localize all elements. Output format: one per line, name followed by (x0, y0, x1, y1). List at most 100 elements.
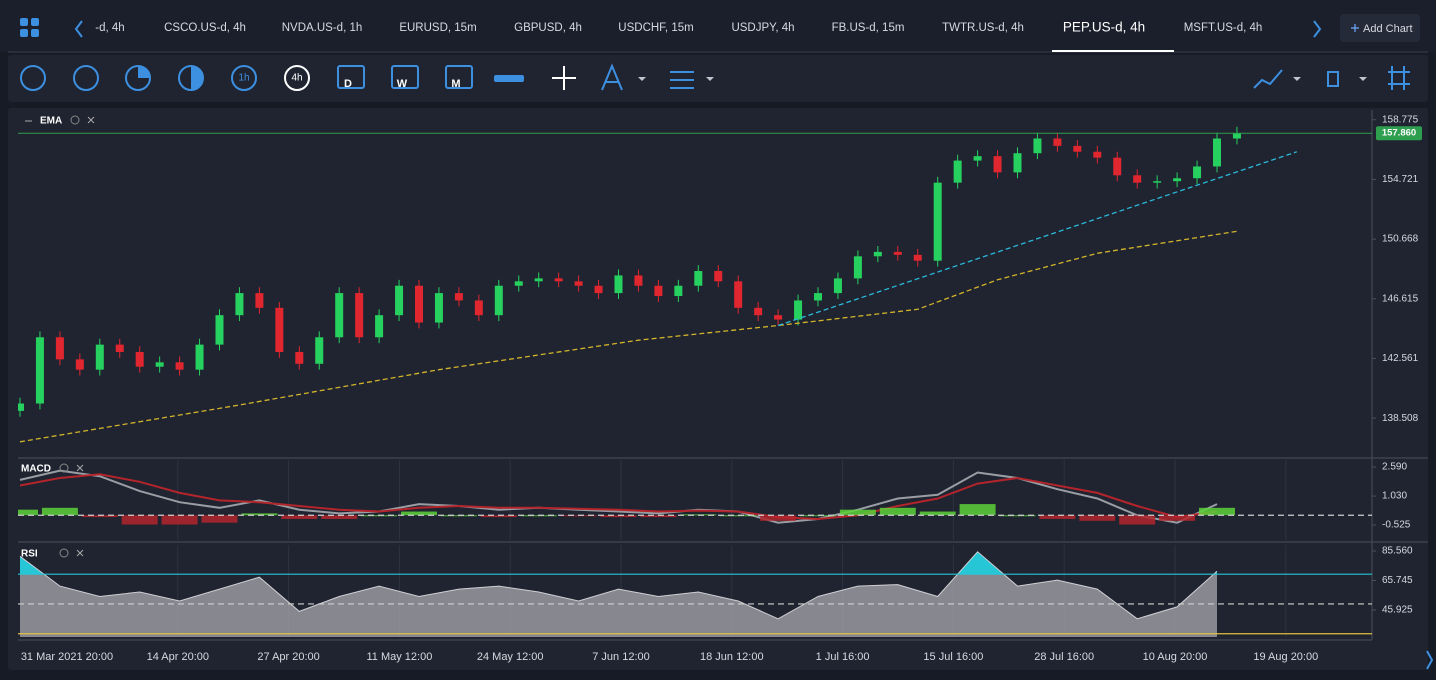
tool-draw[interactable] (601, 63, 623, 91)
tab-label[interactable]: MSFT.US-d, 4h (1184, 22, 1263, 34)
tab-label[interactable]: USDJPY, 4h (731, 22, 794, 34)
candle-body (415, 285, 423, 323)
histogram-bar (760, 515, 797, 521)
tool-range[interactable] (494, 75, 524, 82)
candle-body (215, 315, 224, 345)
x-tick-label: 28 Jul 16:00 (1034, 651, 1094, 663)
menu-button[interactable] (20, 18, 39, 37)
plot (18, 469, 1235, 525)
y-tick-label: 150.668 (1382, 234, 1419, 245)
tool-crosshair[interactable] (552, 66, 576, 90)
y-tick-label: 45.925 (1382, 605, 1413, 616)
indicator-title: EMA (40, 116, 62, 127)
histogram-bar (1039, 515, 1076, 519)
candle-body (355, 293, 364, 338)
candle-body (774, 315, 783, 320)
histogram-bar (1199, 507, 1235, 516)
x-tick-label: 14 Apr 20:00 (147, 651, 209, 663)
candle-body (973, 156, 982, 161)
candle-body (55, 337, 64, 360)
tool-1h[interactable] (231, 65, 257, 91)
histogram-bar (640, 515, 677, 518)
candle-body (514, 281, 523, 286)
candle-body (135, 351, 144, 367)
x-tick-label: 31 Mar 2021 20:00 (21, 651, 113, 663)
tool-day[interactable] (337, 65, 365, 89)
settings-icon[interactable] (70, 115, 80, 125)
tab-label[interactable]: PEP.US-d, 4h (1063, 20, 1145, 35)
add-chart-button[interactable]: Add Chart (1340, 14, 1420, 42)
candle-body (1033, 138, 1042, 154)
toolbar-icons (20, 63, 1410, 91)
candle-body (654, 285, 663, 297)
tab-label[interactable]: GBPUSD, 4h (514, 22, 582, 34)
candle-body (814, 293, 822, 301)
chart-panel (8, 108, 1428, 670)
close-icon[interactable] (76, 464, 84, 472)
candle-body (75, 359, 84, 370)
tabs-left[interactable] (74, 20, 83, 38)
settings-icon[interactable] (59, 463, 69, 473)
candle-body (953, 160, 962, 183)
x-tick-label: 27 Apr 20:00 (257, 651, 319, 663)
x-tick-label: 11 May 12:00 (366, 651, 432, 663)
y-tick-label: -0.525 (1382, 520, 1411, 531)
tab-label[interactable]: NVDA.US-d, 1h (282, 22, 363, 34)
histogram-bar (81, 515, 118, 518)
tab-label[interactable]: CSCO.US-d, 4h (164, 22, 246, 34)
tool-4h[interactable] (284, 65, 310, 91)
histogram-bar (959, 504, 996, 516)
candle-body (375, 315, 384, 338)
overlay-line (19, 230, 1238, 443)
tab-label[interactable]: TWTR.US-d, 4h (942, 22, 1024, 34)
candle-body (1073, 145, 1082, 152)
tool-5m[interactable] (73, 65, 99, 91)
candle-body (195, 344, 204, 370)
tool-fib[interactable] (670, 71, 694, 89)
close-icon[interactable] (76, 549, 84, 557)
tool-indicators[interactable] (1253, 69, 1283, 89)
x-tick-label: 7 Jun 12:00 (592, 651, 650, 663)
y-tick-label: 146.615 (1382, 293, 1419, 304)
indicator-title: MACD (21, 464, 51, 475)
tool-month[interactable] (445, 65, 473, 89)
tool-grid[interactable] (1388, 66, 1410, 90)
tool-chart-type[interactable] (1327, 71, 1339, 87)
dropdown[interactable] (706, 77, 714, 81)
candle-body (175, 362, 184, 370)
dropdown[interactable] (638, 77, 646, 81)
candle-body (275, 307, 284, 352)
rsi-area (20, 551, 1217, 637)
histogram-bar (600, 515, 637, 518)
candle-body (1113, 157, 1122, 176)
tab-label[interactable]: FB.US-d, 15m (832, 22, 905, 34)
tab-label[interactable]: EURUSD, 15m (399, 22, 476, 34)
candle-body (714, 271, 723, 282)
tool-1m[interactable] (20, 65, 46, 91)
histogram-bar (321, 515, 358, 519)
dropdown[interactable] (1359, 77, 1367, 81)
dropdown[interactable] (1293, 77, 1301, 81)
candle-body (454, 293, 463, 301)
timeframe-label: 4h (291, 73, 302, 84)
tab-label[interactable]: -d, 4h (95, 22, 124, 34)
candle-body (1213, 138, 1221, 167)
x-tick-label: 19 Aug 20:00 (1253, 651, 1318, 663)
histogram-bar (1159, 515, 1196, 521)
panel-collapse[interactable] (1426, 650, 1434, 670)
histogram-bar (241, 513, 278, 516)
candle-body (335, 293, 344, 338)
tab-label[interactable]: USDCHF, 15m (618, 22, 693, 34)
price-tag (1376, 126, 1422, 141)
candle-body (754, 307, 763, 316)
tool-week[interactable] (391, 65, 419, 89)
candle-body (853, 256, 862, 279)
histogram-bar (919, 511, 956, 516)
candle-body (1013, 153, 1022, 173)
tabs-right[interactable] (1313, 20, 1322, 38)
settings-icon[interactable] (59, 548, 69, 558)
close-icon[interactable] (87, 116, 95, 124)
period-label: M (451, 78, 460, 90)
